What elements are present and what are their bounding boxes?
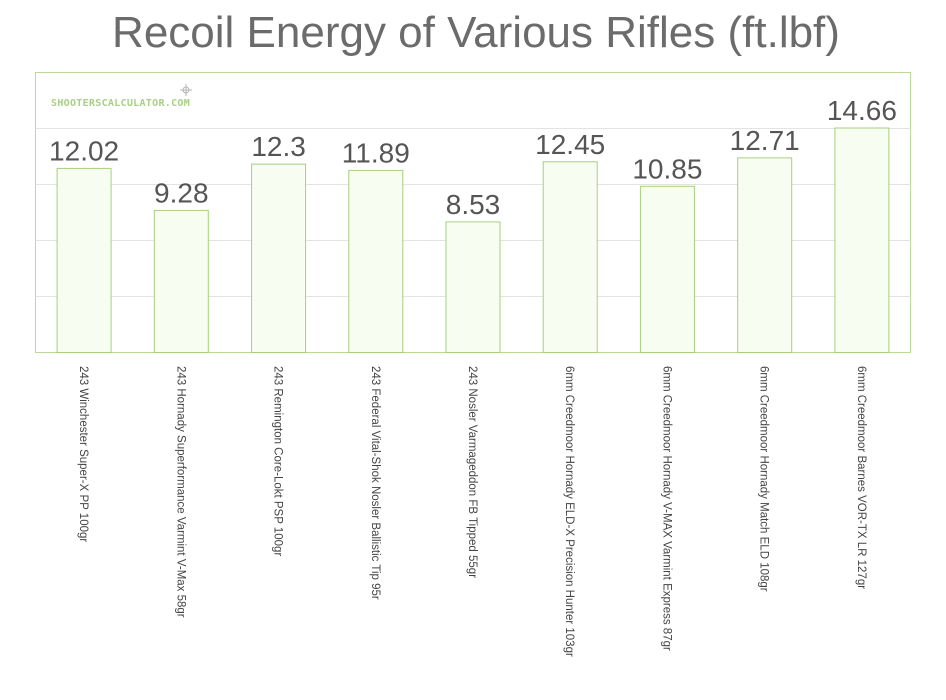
bar-value-label: 12.45 (535, 129, 605, 160)
bar-value-label: 12.71 (730, 125, 800, 156)
x-tick-label: 243 Winchester Super-X PP 100gr (77, 366, 89, 542)
bar-value-label: 9.28 (154, 177, 209, 208)
x-tick-label: 6mm Creedmoor Hornady Match ELD 108gr (758, 366, 770, 592)
x-tick-labels: 243 Winchester Super-X PP 100gr 243 Horna… (77, 366, 867, 657)
x-tick-label: 6mm Creedmoor Hornady V-MAX Varmint Expr… (660, 366, 672, 651)
bar (56, 167, 112, 353)
bar (542, 161, 598, 353)
bar (348, 169, 404, 353)
watermark-text: SHOOTERSCALCULATOR.COM (51, 98, 190, 109)
bar-value-label: 10.85 (632, 153, 702, 184)
chart-title: Recoil Energy of Various Rifles (ft.lbf) (112, 8, 840, 57)
bar (737, 157, 793, 353)
x-tick-label: 243 Federal Vital-Shok Nosler Ballistic … (369, 366, 381, 600)
crosshair-icon (180, 84, 192, 96)
bars (56, 127, 890, 353)
bar (153, 209, 209, 353)
x-tick-label: 243 Nosler Varmageddon FB Tipped 55gr (466, 366, 478, 578)
bar-value-label: 14.66 (827, 95, 897, 126)
bar-value-label: 12.3 (251, 131, 306, 162)
bar-value-label: 11.89 (342, 137, 410, 168)
x-tick-label: 243 Remington Core-Lokt PSP 100gr (272, 366, 284, 556)
bar (251, 163, 307, 353)
bar (834, 127, 890, 353)
bar-value-label: 12.02 (49, 135, 119, 166)
bar (639, 185, 695, 353)
x-tick-label: 6mm Creedmoor Barnes VOR-TX LR 127gr (855, 366, 867, 589)
x-tick-label: 243 Hornady Superformance Varmint V-Max … (174, 366, 186, 618)
value-labels: 12.02 9.28 12.3 11.89 8.53 12.45 10.85 12.71 14.… (49, 95, 897, 220)
bar (445, 221, 501, 353)
bar-value-label: 8.53 (446, 189, 501, 220)
x-tick-label: 6mm Creedmoor Hornady ELD-X Precision Hu… (563, 366, 575, 657)
